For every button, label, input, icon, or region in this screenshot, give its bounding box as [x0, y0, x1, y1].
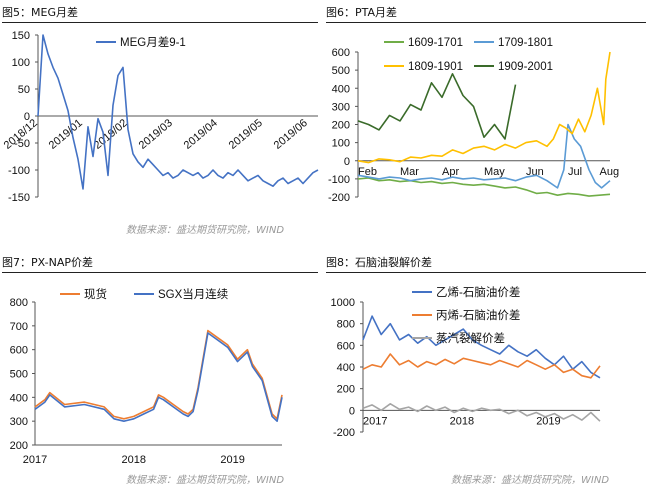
- legend-label: 1709-1801: [498, 37, 553, 49]
- panel5-title-rule: [2, 22, 318, 23]
- series-line: [357, 177, 611, 197]
- y-tick-label: 800: [337, 319, 355, 331]
- x-tick-label: 2019/03: [137, 117, 175, 152]
- y-tick-label: 100: [12, 57, 30, 69]
- y-tick-label: 300: [10, 416, 28, 428]
- x-tick-label: Aug: [600, 166, 620, 178]
- series-line: [34, 332, 283, 423]
- panel6-title-rule: [326, 22, 646, 23]
- y-tick-label: 50: [18, 84, 30, 96]
- y-tick-label: -200: [333, 427, 355, 439]
- y-tick-label: -50: [14, 138, 30, 150]
- series-line: [362, 402, 601, 422]
- y-tick-label: 400: [10, 392, 28, 404]
- panel8-title-rule: [326, 272, 646, 273]
- y-tick-label: 0: [349, 405, 355, 417]
- y-tick-label: 500: [10, 369, 28, 381]
- y-tick-label: 300: [332, 101, 350, 113]
- x-tick-label: 2019/04: [182, 117, 220, 152]
- y-tick-label: 150: [12, 30, 30, 42]
- panel8-source: 数据来源：盛达期货研究院，WIND: [451, 475, 610, 486]
- x-tick-label: 2017: [363, 415, 387, 427]
- panel7-title: 图7：PX-NAP价差: [2, 256, 93, 269]
- legend-label: 1809-1901: [408, 61, 463, 73]
- legend-label: 1909-2001: [498, 61, 553, 73]
- x-tick-label: 2017: [23, 454, 47, 466]
- y-tick-label: 600: [10, 345, 28, 357]
- chart-7: 800 700 600 500 400 300 200 2017 2018 2019 现货 SGX当月…: [10, 287, 283, 466]
- series-line: [362, 353, 601, 379]
- legend-label: 蒸汽裂解价差: [436, 331, 505, 345]
- series-line: [37, 34, 319, 190]
- x-tick-label: 2018: [122, 454, 146, 466]
- panel6-title: 图6：PTA月差: [326, 6, 398, 19]
- x-tick-label: 2019: [220, 454, 244, 466]
- legend-label: MEG月差9-1: [120, 35, 186, 49]
- series-line: [357, 73, 517, 140]
- y-tick-label: 200: [10, 440, 28, 452]
- y-tick-label: 0: [24, 111, 30, 123]
- legend-label: 丙烯-石脑油价差: [436, 308, 520, 322]
- x-tick-label: 2019/05: [227, 117, 265, 152]
- legend-label: 乙烯-石脑油价差: [436, 285, 520, 299]
- y-tick-label: 500: [332, 65, 350, 77]
- x-tick-label: 2019: [536, 415, 560, 427]
- y-tick-label: -100: [328, 174, 350, 186]
- x-tick-label: Jun: [526, 166, 544, 178]
- x-tick-label: 2018: [450, 415, 474, 427]
- y-tick-label: 600: [332, 47, 350, 59]
- x-tick-label: 2019/01: [47, 117, 85, 152]
- x-tick-label: Apr: [442, 166, 459, 178]
- x-tick-label: Jul: [568, 166, 582, 178]
- series-line: [357, 51, 611, 164]
- panel5-title: 图5：MEG月差: [2, 6, 78, 19]
- panel8-title: 图8：石脑油裂解价差: [326, 256, 432, 269]
- chart-6: 600 500 400 300 200 100 0 -100 -200 Feb Mar Apr May J…: [328, 37, 619, 204]
- y-tick-label: 400: [337, 362, 355, 374]
- y-tick-label: 200: [337, 384, 355, 396]
- panel7-title-rule: [2, 272, 318, 273]
- y-tick-label: 200: [332, 120, 350, 132]
- x-tick-label: Mar: [400, 166, 419, 178]
- y-tick-label: -200: [328, 192, 350, 204]
- legend-label: 现货: [84, 287, 107, 301]
- chart-8: 1000 800 600 400 200 0 -200 2017 2018 2019 乙烯-石脑油价…: [331, 285, 601, 439]
- y-tick-label: 100: [332, 138, 350, 150]
- x-tick-label: Feb: [358, 166, 377, 178]
- y-tick-label: 600: [337, 340, 355, 352]
- y-tick-label: -100: [8, 165, 30, 177]
- x-tick-label: May: [484, 166, 505, 178]
- legend-label: 1609-1701: [408, 37, 463, 49]
- x-tick-label: 2019/06: [272, 117, 310, 152]
- series-line: [357, 123, 611, 189]
- legend-label: SGX当月连续: [158, 287, 228, 301]
- y-tick-label: 400: [332, 83, 350, 95]
- panel7-source: 数据来源：盛达期货研究院，WIND: [126, 475, 285, 486]
- y-tick-label: 1000: [331, 297, 355, 309]
- y-tick-label: 800: [10, 297, 28, 309]
- series-line: [362, 315, 601, 379]
- y-tick-label: -150: [8, 192, 30, 204]
- y-tick-label: 0: [344, 156, 350, 168]
- y-tick-label: 700: [10, 321, 28, 333]
- panel5-source: 数据来源：盛达期货研究院，WIND: [126, 225, 285, 236]
